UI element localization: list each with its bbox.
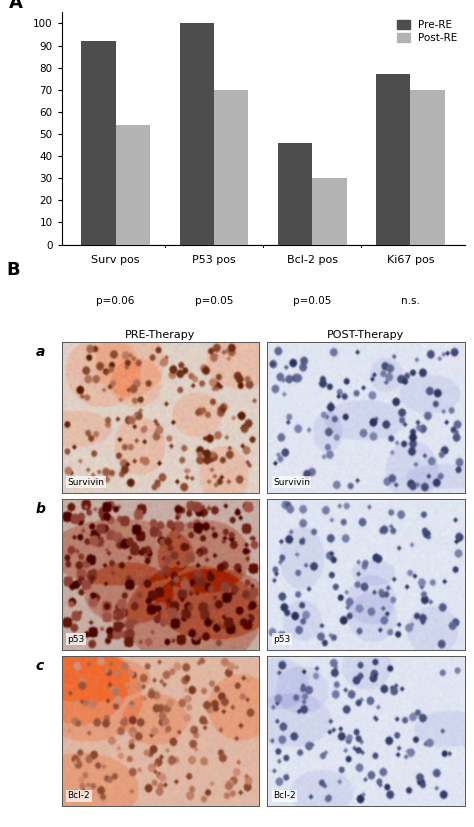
Text: Survivin: Survivin (67, 478, 105, 487)
Bar (116, 125, 150, 245)
Title: POST-Therapy: POST-Therapy (327, 330, 404, 340)
Text: Bcl-2: Bcl-2 (67, 791, 90, 801)
Text: B: B (6, 261, 20, 279)
Bar (278, 143, 312, 245)
Text: Bcl-2: Bcl-2 (273, 791, 296, 801)
Text: p=0.05: p=0.05 (293, 295, 331, 306)
Text: p=0.06: p=0.06 (97, 295, 135, 306)
Title: PRE-Therapy: PRE-Therapy (125, 330, 196, 340)
Bar (410, 90, 445, 245)
Legend: Pre-RE, Post-RE: Pre-RE, Post-RE (395, 17, 459, 45)
Text: n.s.: n.s. (401, 295, 420, 306)
Text: a: a (36, 345, 46, 359)
Text: b: b (36, 502, 46, 516)
Bar (376, 74, 410, 245)
Bar (214, 90, 248, 245)
Text: A: A (9, 0, 23, 12)
Bar (81, 41, 116, 245)
Text: p=0.05: p=0.05 (195, 295, 233, 306)
Text: p53: p53 (273, 634, 290, 643)
Bar (180, 23, 214, 245)
Text: c: c (36, 658, 44, 672)
Text: p53: p53 (67, 634, 85, 643)
Bar (312, 179, 346, 245)
Text: Survivin: Survivin (273, 478, 310, 487)
